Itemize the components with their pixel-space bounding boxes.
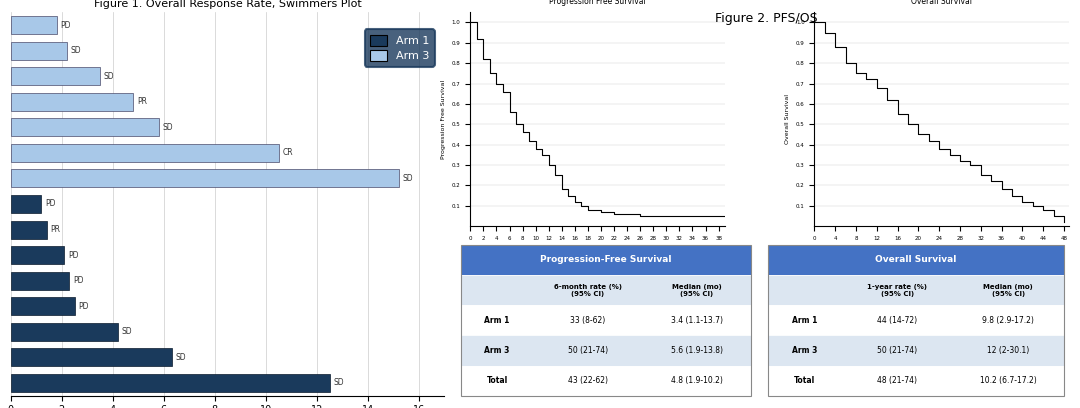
Text: 1-year rate (%)
(95% CI): 1-year rate (%) (95% CI) bbox=[867, 284, 928, 297]
Title: Figure 1. Overall Response Rate, Swimmers Plot: Figure 1. Overall Response Rate, Swimmer… bbox=[94, 0, 362, 9]
Bar bbox=[11, 144, 279, 162]
Text: Total: Total bbox=[794, 376, 815, 385]
Text: 43 (22-62): 43 (22-62) bbox=[568, 376, 608, 385]
Bar bbox=[11, 118, 159, 136]
Bar bbox=[11, 323, 118, 341]
Text: Overall Survival: Overall Survival bbox=[875, 255, 957, 264]
Text: SD: SD bbox=[71, 46, 81, 55]
Text: PD: PD bbox=[79, 302, 89, 311]
Text: 6-month rate (%)
(95% CI): 6-month rate (%) (95% CI) bbox=[554, 284, 622, 297]
X-axis label: Time at Risk (Months): Time at Risk (Months) bbox=[564, 246, 632, 251]
FancyBboxPatch shape bbox=[768, 335, 1064, 366]
Text: Figure 2. PFS/OS: Figure 2. PFS/OS bbox=[715, 12, 819, 25]
Bar bbox=[11, 374, 329, 392]
Text: 5.6 (1.9-13.8): 5.6 (1.9-13.8) bbox=[671, 346, 723, 355]
Text: 10.2 (6.7-17.2): 10.2 (6.7-17.2) bbox=[980, 376, 1037, 385]
Text: CR: CR bbox=[283, 149, 293, 157]
Bar bbox=[11, 297, 75, 315]
Y-axis label: Progression Free Survival: Progression Free Survival bbox=[442, 80, 446, 159]
Text: 33 (8-62): 33 (8-62) bbox=[570, 316, 606, 325]
FancyBboxPatch shape bbox=[461, 335, 752, 366]
X-axis label: Time at Risk (Months): Time at Risk (Months) bbox=[907, 246, 976, 251]
Y-axis label: Overall Survival: Overall Survival bbox=[785, 94, 791, 144]
Text: Arm 1: Arm 1 bbox=[792, 316, 818, 325]
Text: SD: SD bbox=[104, 72, 114, 81]
FancyBboxPatch shape bbox=[461, 245, 752, 275]
Text: PR: PR bbox=[51, 225, 60, 234]
Text: SD: SD bbox=[175, 353, 186, 362]
Text: 44 (14-72): 44 (14-72) bbox=[877, 316, 917, 325]
Text: 3.4 (1.1-13.7): 3.4 (1.1-13.7) bbox=[671, 316, 723, 325]
Text: 50 (21-74): 50 (21-74) bbox=[568, 346, 608, 355]
Text: PD: PD bbox=[73, 276, 84, 285]
Text: Arm 3: Arm 3 bbox=[485, 346, 510, 355]
Text: Median (mo)
(95% CI): Median (mo) (95% CI) bbox=[672, 284, 721, 297]
Bar bbox=[11, 195, 41, 213]
FancyBboxPatch shape bbox=[768, 305, 1064, 335]
Text: Arm 3: Arm 3 bbox=[792, 346, 818, 355]
Text: SD: SD bbox=[122, 327, 133, 336]
Bar bbox=[11, 246, 65, 264]
Title: Progression Free Survival: Progression Free Survival bbox=[550, 0, 646, 6]
Bar bbox=[11, 16, 57, 34]
Title: Overall Survival: Overall Survival bbox=[912, 0, 972, 6]
FancyBboxPatch shape bbox=[768, 275, 1064, 305]
FancyBboxPatch shape bbox=[461, 366, 752, 396]
Text: SD: SD bbox=[403, 174, 413, 183]
Legend: Arm 1, Arm 3: Arm 1, Arm 3 bbox=[365, 29, 434, 67]
Text: 4.8 (1.9-10.2): 4.8 (1.9-10.2) bbox=[671, 376, 723, 385]
FancyBboxPatch shape bbox=[461, 275, 752, 305]
Text: 48 (21-74): 48 (21-74) bbox=[877, 376, 917, 385]
FancyBboxPatch shape bbox=[768, 366, 1064, 396]
Text: 9.8 (2.9-17.2): 9.8 (2.9-17.2) bbox=[983, 316, 1035, 325]
Text: Median (mo)
(95% CI): Median (mo) (95% CI) bbox=[984, 284, 1034, 297]
Text: Progression-Free Survival: Progression-Free Survival bbox=[540, 255, 672, 264]
Text: Arm 1: Arm 1 bbox=[485, 316, 510, 325]
Text: PD: PD bbox=[45, 200, 56, 208]
Bar bbox=[11, 221, 46, 239]
Text: PD: PD bbox=[60, 20, 71, 29]
Text: 50 (21-74): 50 (21-74) bbox=[877, 346, 917, 355]
FancyBboxPatch shape bbox=[461, 305, 752, 335]
Bar bbox=[11, 272, 69, 290]
FancyBboxPatch shape bbox=[768, 245, 1064, 275]
Bar bbox=[11, 42, 67, 60]
Bar bbox=[11, 67, 100, 85]
Bar bbox=[11, 348, 172, 366]
Bar bbox=[11, 93, 133, 111]
Text: SD: SD bbox=[163, 123, 173, 132]
Text: PD: PD bbox=[68, 251, 79, 259]
Text: PR: PR bbox=[137, 97, 147, 106]
Text: Total: Total bbox=[486, 376, 508, 385]
Bar bbox=[11, 169, 399, 187]
Text: SD: SD bbox=[334, 379, 345, 388]
Text: 12 (2-30.1): 12 (2-30.1) bbox=[987, 346, 1029, 355]
